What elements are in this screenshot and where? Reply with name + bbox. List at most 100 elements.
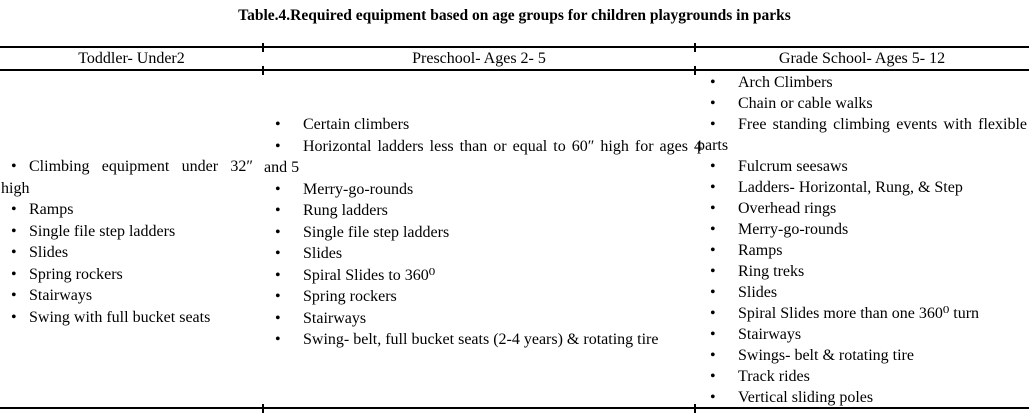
bullet-icon: • xyxy=(710,284,716,301)
bullet-icon: • xyxy=(710,242,716,259)
column-header-preschool: Preschool- Ages 2- 5 xyxy=(412,50,546,67)
equipment-item: • Free standing climbing events with flex… xyxy=(697,114,1027,156)
bullet-icon: • xyxy=(710,326,716,343)
equipment-item: • Stairways xyxy=(697,324,1027,345)
equipment-item: • Ladders- Horizontal, Rung, & Step xyxy=(697,177,1027,198)
equipment-item: • Horizontal ladders less than or equal t… xyxy=(264,136,702,179)
equipment-item-label: Overhead rings xyxy=(738,200,837,217)
equipment-item-label: Ramps xyxy=(29,201,74,218)
equipment-item-label: Climbing equipment under 32″ high xyxy=(1,158,253,197)
equipment-item-label: Ring treks xyxy=(738,263,805,280)
equipment-item: • Spiral Slides more than one 360⁰ turn xyxy=(697,303,1027,324)
equipment-item-label: Swing- belt, full bucket seats (2-4 year… xyxy=(303,331,659,348)
equipment-item-label: Spring rockers xyxy=(303,288,397,305)
equipment-item: • Track rides xyxy=(697,366,1027,387)
bullet-icon: • xyxy=(710,200,716,217)
bullet-icon: • xyxy=(710,347,716,364)
bullet-icon: • xyxy=(710,116,716,133)
equipment-item-label: Slides xyxy=(738,284,778,301)
equipment-item-label: Stairways xyxy=(29,287,93,304)
equipment-item-label: Swing with full bucket seats xyxy=(29,308,211,326)
equipment-item-label: Spiral Slides more than one 360⁰ turn xyxy=(738,305,980,322)
bullet-icon: • xyxy=(275,116,281,133)
column-divider-tick xyxy=(262,404,264,413)
equipment-item-label: Ramps xyxy=(738,242,783,259)
bullet-icon: • xyxy=(710,389,716,406)
table-title: Table.4.Required equipment based on age … xyxy=(238,7,791,24)
column-divider-tick xyxy=(694,43,696,52)
grade-school-equipment-list: • Arch Climbers • Chain or cable walks • Free… xyxy=(697,72,1027,408)
equipment-item-label: Merry-go-rounds xyxy=(738,221,849,238)
equipment-item: • Stairways xyxy=(264,308,702,330)
bullet-icon: • xyxy=(710,158,716,175)
equipment-item: • Spiral Slides to 360⁰ xyxy=(264,265,702,287)
equipment-item-label: Slides xyxy=(303,245,343,262)
bullet-icon: • xyxy=(710,305,716,322)
equipment-item: • Vertical sliding poles xyxy=(697,387,1027,408)
equipment-item: • Slides xyxy=(697,282,1027,303)
equipment-item: • Swing with full bucket seats xyxy=(1,307,253,329)
equipment-item-label: Chain or cable walks xyxy=(738,95,873,112)
equipment-item-label: Vertical sliding poles xyxy=(738,389,874,406)
equipment-item-label: Spiral Slides to 360⁰ xyxy=(303,266,436,284)
equipment-item: • Swing- belt, full bucket seats (2-4 yea… xyxy=(264,329,702,351)
bullet-icon: • xyxy=(11,158,17,175)
bullet-icon: • xyxy=(710,221,716,238)
equipment-item-label: Certain climbers xyxy=(303,116,410,133)
bullet-icon: • xyxy=(275,266,281,284)
equipment-item-label: Ladders- Horizontal, Rung, & Step xyxy=(738,179,963,196)
bullet-icon: • xyxy=(275,288,281,305)
equipment-item-label: Slides xyxy=(29,244,69,261)
bullet-icon: • xyxy=(275,137,281,155)
bullet-icon: • xyxy=(275,202,281,219)
bullet-icon: • xyxy=(710,179,716,196)
bullet-icon: • xyxy=(11,287,17,304)
equipment-item-label: Single file step ladders xyxy=(303,223,450,241)
equipment-item: • Slides xyxy=(264,243,702,265)
equipment-item: • Merry-go-rounds xyxy=(264,179,702,201)
equipment-item: • Chain or cable walks xyxy=(697,93,1027,114)
bullet-icon: • xyxy=(11,244,17,261)
bullet-icon: • xyxy=(11,201,17,218)
bullet-icon: • xyxy=(11,265,17,283)
equipment-item-label: Merry-go-rounds xyxy=(303,180,414,198)
equipment-item: • Swings- belt & rotating tire xyxy=(697,345,1027,366)
equipment-item-label: Track rides xyxy=(738,368,810,385)
equipment-item-label: Single file step ladders xyxy=(29,222,176,240)
equipment-item: • Fulcrum seesaws xyxy=(697,156,1027,177)
bullet-icon: • xyxy=(11,222,17,240)
equipment-item: • Spring rockers xyxy=(264,286,702,308)
column-header-grade-school: Grade School- Ages 5- 12 xyxy=(778,50,946,67)
bullet-icon: • xyxy=(710,95,716,112)
equipment-item: • Arch Climbers xyxy=(697,72,1027,93)
equipment-item: • Slides xyxy=(1,242,253,264)
equipment-item-label: Swings- belt & rotating tire xyxy=(738,347,914,364)
equipment-item: • Certain climbers xyxy=(264,114,702,136)
equipment-item-label: Stairways xyxy=(303,309,367,327)
bullet-icon: • xyxy=(275,180,281,198)
column-divider-tick xyxy=(694,66,696,75)
toddler-equipment-list: • Climbing equipment under 32″ high • Ramps… xyxy=(1,156,253,328)
equipment-item-label: Free standing climbing events with flexi… xyxy=(697,116,1027,154)
equipment-item-label: Fulcrum seesaws xyxy=(738,158,848,175)
equipment-item: • Overhead rings xyxy=(697,198,1027,219)
equipment-item: • Climbing equipment under 32″ high xyxy=(1,156,253,199)
equipment-item: • Single file step ladders xyxy=(1,221,253,243)
bullet-icon: • xyxy=(11,308,17,326)
equipment-item-label: Spring rockers xyxy=(29,265,123,283)
column-divider-tick xyxy=(694,404,696,413)
equipment-item: • Rung ladders xyxy=(264,200,702,222)
table-top-rule xyxy=(0,46,1029,48)
bullet-icon: • xyxy=(710,74,716,91)
bullet-icon: • xyxy=(710,368,716,385)
column-divider-tick xyxy=(262,66,264,75)
bullet-icon: • xyxy=(275,223,281,241)
equipment-item-label: Stairways xyxy=(738,326,802,343)
bullet-icon: • xyxy=(275,309,281,327)
equipment-item: • Ramps xyxy=(697,240,1027,261)
equipment-item-label: Horizontal ladders less than or equal to… xyxy=(264,137,702,177)
bullet-icon: • xyxy=(275,245,281,262)
bullet-icon: • xyxy=(710,263,716,280)
preschool-equipment-list: • Certain climbers • Horizontal ladders les… xyxy=(264,114,702,351)
equipment-item: • Stairways xyxy=(1,285,253,307)
